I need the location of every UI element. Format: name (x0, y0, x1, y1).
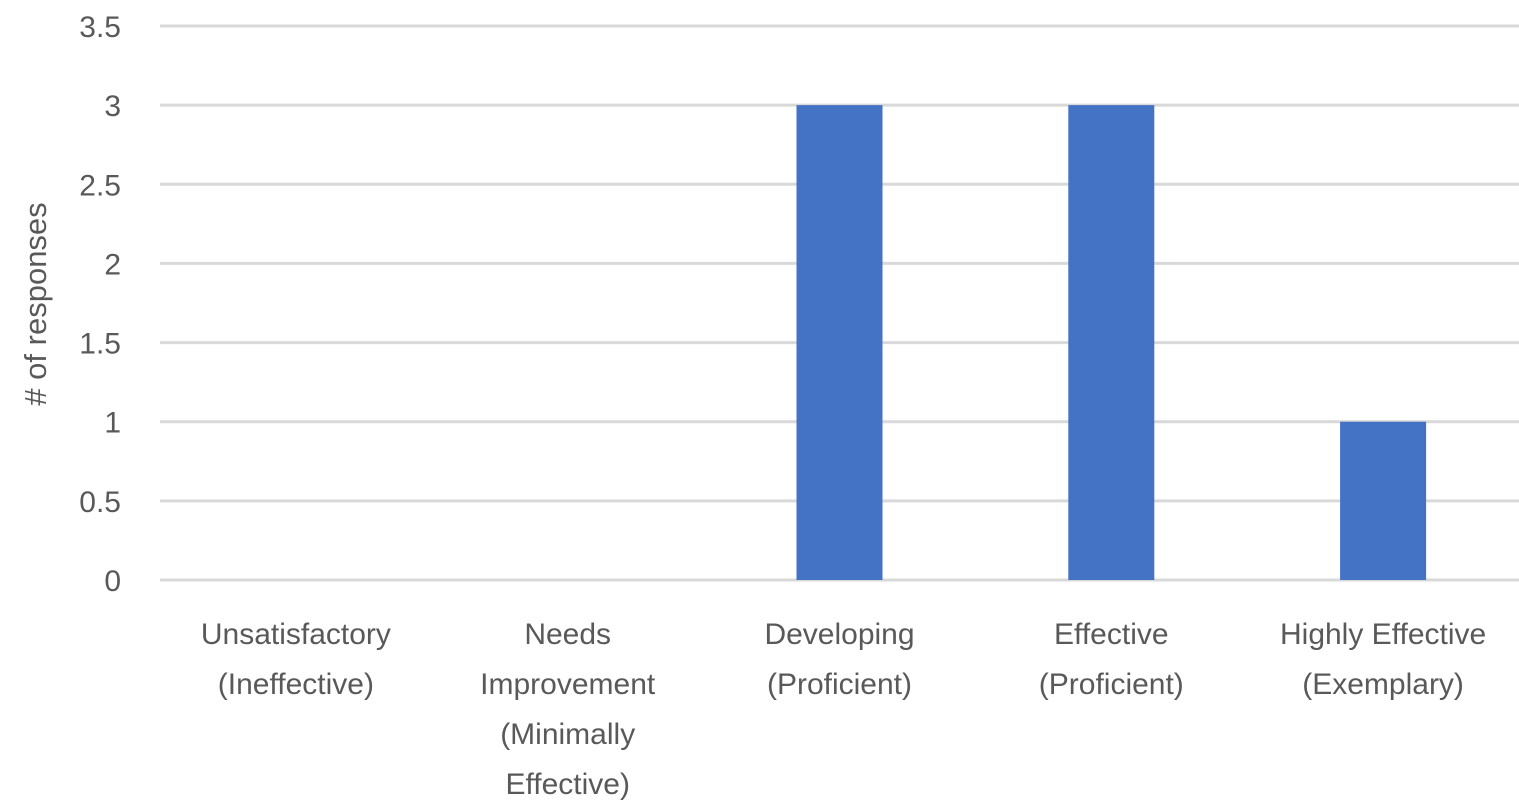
x-tick-label-line: (Ineffective) (218, 668, 374, 701)
x-tick-label-line: (Proficient) (1039, 668, 1184, 701)
bar (796, 105, 883, 581)
y-tick-label: 0 (104, 565, 121, 598)
x-tick-label-line: Effective) (505, 768, 630, 801)
y-axis-title: # of responses (18, 202, 53, 405)
x-axis-ticks: Unsatisfactory (Ineffective) Needs Improvem… (201, 618, 1486, 801)
x-tick-label-line: Improvement (480, 668, 656, 701)
y-tick-label: 3.5 (79, 11, 121, 44)
y-tick-label: 3 (104, 90, 121, 123)
x-tick-label: Developing (Proficient) (764, 618, 914, 701)
y-tick-label: 2 (104, 248, 121, 281)
bar (1068, 105, 1155, 581)
x-tick-label: Needs Improvement (Minimally Effective) (480, 618, 656, 801)
y-axis-ticks: 0 0.5 1 1.5 2 2.5 3 3.5 (79, 11, 121, 598)
y-tick-label: 2.5 (79, 169, 121, 202)
bars (796, 105, 1427, 581)
x-tick-label-line: (Exemplary) (1302, 668, 1464, 701)
x-tick-label: Effective (Proficient) (1039, 618, 1184, 701)
x-tick-label-line: (Minimally (500, 718, 635, 751)
y-tick-label: 0.5 (79, 486, 121, 519)
x-tick-label-line: Unsatisfactory (201, 618, 391, 651)
x-tick-label: Unsatisfactory (Ineffective) (201, 618, 391, 701)
y-tick-label: 1 (104, 407, 121, 440)
x-tick-label-line: Needs (524, 618, 611, 651)
x-tick-label-line: Highly Effective (1280, 618, 1486, 651)
x-tick-label: Highly Effective (Exemplary) (1280, 618, 1486, 701)
x-tick-label-line: Developing (764, 618, 914, 651)
bar (1340, 421, 1427, 580)
x-tick-label-line: (Proficient) (767, 668, 912, 701)
x-tick-label-line: Effective (1054, 618, 1169, 651)
y-tick-label: 1.5 (79, 328, 121, 361)
